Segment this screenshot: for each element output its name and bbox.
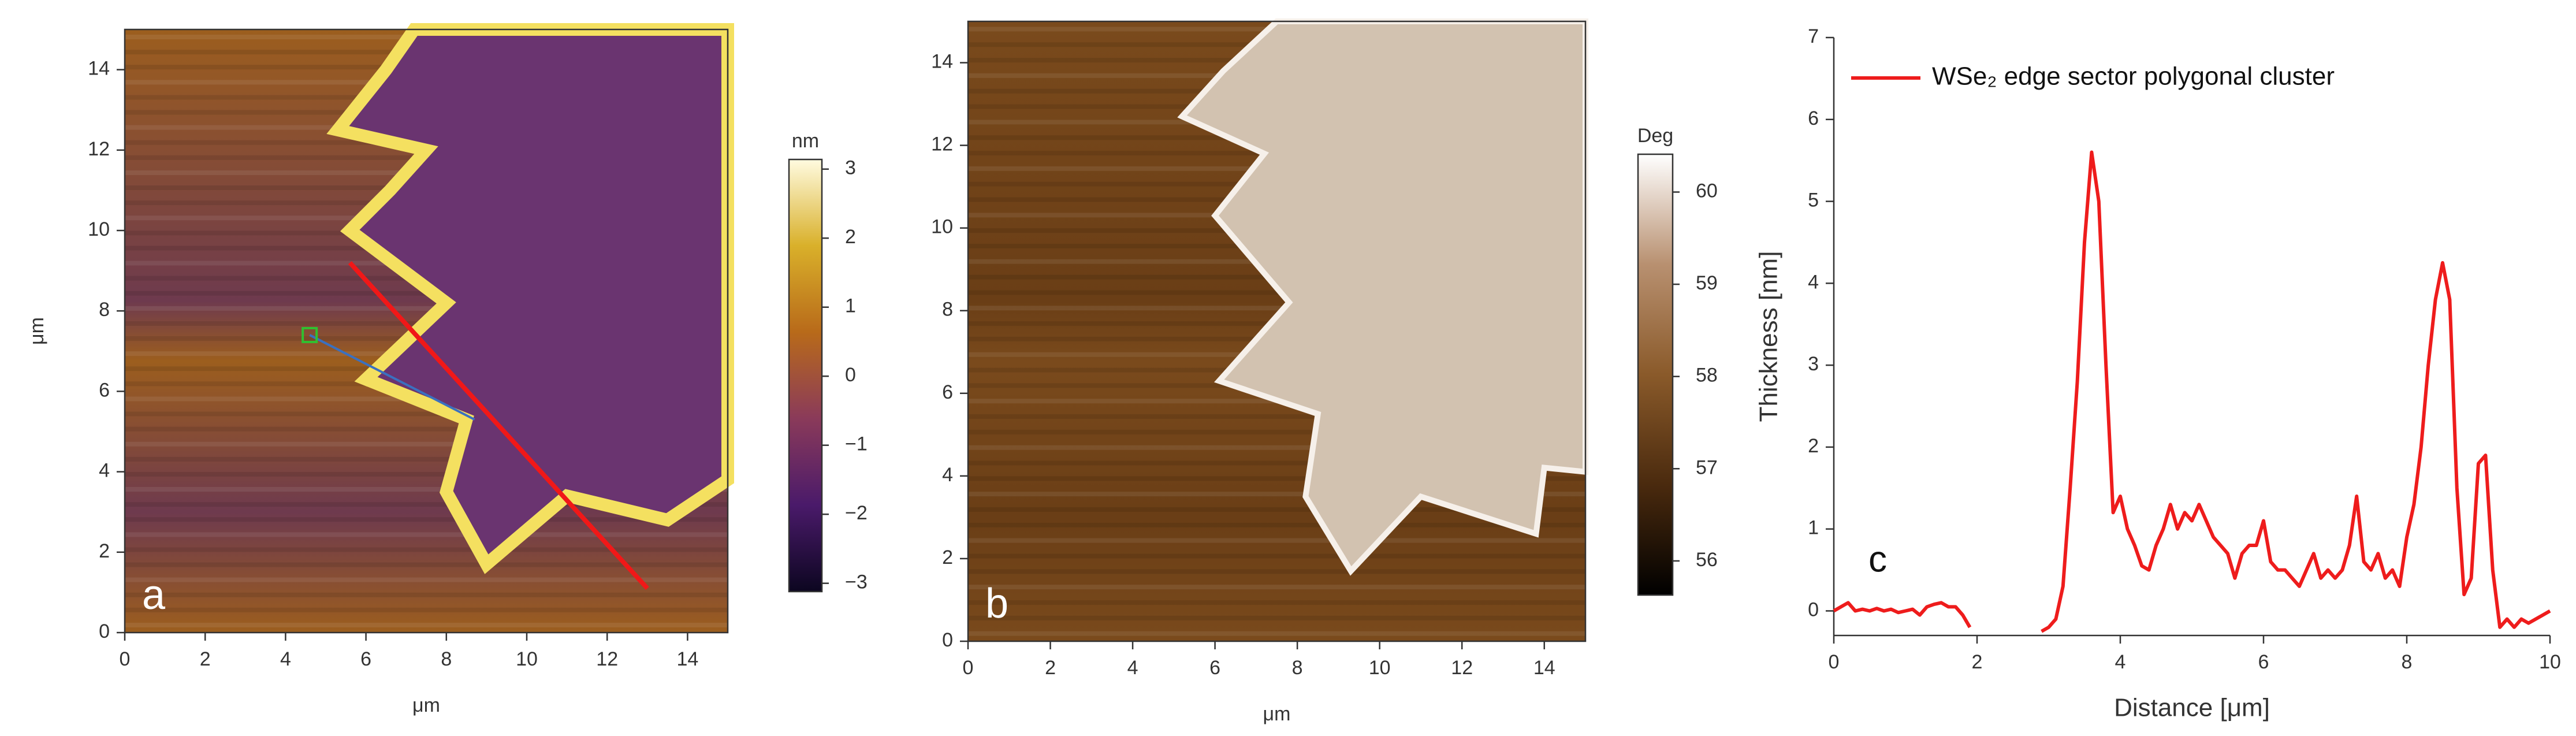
y-tick-label: 4	[99, 460, 110, 482]
x-tick-label: 10	[2539, 651, 2561, 673]
y-tick-label: 2	[99, 540, 110, 562]
x-tick-label: 12	[1451, 657, 1473, 679]
colorbar-tick-label: 58	[1696, 365, 1718, 386]
x-tick-label: 14	[676, 648, 698, 670]
colorbar-tick-label: 56	[1696, 549, 1718, 571]
colorbar	[788, 158, 823, 593]
x-tick-label: 2	[200, 648, 211, 670]
y-tick-label: 6	[942, 381, 953, 403]
x-tick-label: 4	[1127, 657, 1138, 679]
y-tick-label: 14	[931, 51, 953, 73]
x-axis-label: μm	[1263, 703, 1291, 725]
colorbar-tick-label: 0	[845, 364, 856, 386]
flake	[326, 23, 734, 574]
marker-line	[309, 334, 475, 421]
x-tick-label: 6	[1209, 657, 1220, 679]
y-tick-label: 0	[942, 629, 953, 651]
y-tick-label: 12	[88, 138, 110, 160]
y-tick-label: 10	[88, 218, 110, 240]
y-axis-label: μm	[26, 317, 48, 345]
x-tick-label: 0	[1829, 651, 1840, 673]
x-tick-label: 6	[2258, 651, 2269, 673]
colorbar	[1637, 153, 1674, 596]
x-tick-label: 12	[596, 648, 618, 670]
colorbar-title: Deg	[1637, 125, 1673, 147]
y-tick-label: 2	[942, 547, 953, 568]
x-tick-label: 0	[120, 648, 131, 670]
panel-label: a	[142, 572, 166, 618]
x-tick-label: 8	[1292, 657, 1303, 679]
y-tick-label: 8	[942, 299, 953, 321]
y-tick-label: 6	[99, 379, 110, 401]
x-axis-label: Distance [μm]	[2114, 694, 2270, 722]
x-tick-label: 10	[1369, 657, 1391, 679]
colorbar-tick-label: −3	[845, 571, 868, 593]
colorbar-tick-label: −2	[845, 502, 868, 524]
x-tick-label: 14	[1533, 657, 1555, 679]
x-tick-label: 2	[1972, 651, 1983, 673]
y-tick-label: 8	[99, 299, 110, 321]
x-tick-label: 4	[280, 648, 291, 670]
colorbar-title: nm	[792, 130, 819, 152]
y-tick-label: 0	[1808, 599, 1819, 620]
data-line	[1833, 150, 2551, 633]
colorbar-tick-label: 60	[1696, 180, 1718, 202]
colorbar-tick-label: 3	[845, 157, 856, 179]
frame	[967, 20, 1587, 642]
marker	[301, 326, 318, 343]
panel-label: c	[1868, 538, 1887, 579]
y-tick-label: 7	[1808, 25, 1819, 47]
x-tick-label: 4	[2115, 651, 2126, 673]
y-tick-label: 0	[99, 620, 110, 642]
colorbar-tick-label: 59	[1696, 272, 1718, 294]
y-tick-label: 5	[1808, 189, 1819, 211]
legend-label: WSe₂ edge sector polygonal cluster	[1932, 62, 2335, 91]
x-tick-label: 8	[2402, 651, 2413, 673]
colorbar-tick-label: 2	[845, 226, 856, 248]
colorbar-tick-label: 1	[845, 295, 856, 317]
colorbar-tick-label: −1	[845, 433, 868, 455]
y-tick-label: 4	[942, 464, 953, 486]
profile-line	[348, 261, 649, 590]
frame	[124, 28, 729, 634]
x-tick-label: 8	[441, 648, 452, 670]
y-tick-label: 14	[88, 58, 110, 80]
panel: b Deg 56 57 58 59 60 0 2 4 6 8 10 12 14 0 2 4 6 8 10 12 14 μm	[931, 18, 1718, 725]
y-tick-label: 2	[1808, 435, 1819, 457]
flake	[1177, 18, 1588, 576]
x-tick-label: 0	[963, 657, 974, 679]
y-tick-label: 12	[931, 133, 953, 155]
y-axis-label: Thickness [nm]	[1755, 251, 1783, 422]
panel: 0 2 4 6 8 10 0 1 2 3 4 5 6 7 Distance [μm] Thickness [n…	[1755, 25, 2561, 722]
x-tick-label: 10	[516, 648, 538, 670]
y-tick-label: 6	[1808, 107, 1819, 129]
panel-label: b	[985, 581, 1008, 627]
y-tick-label: 10	[931, 216, 953, 238]
colorbar-tick-label: 57	[1696, 456, 1718, 478]
x-axis-label: μm	[412, 694, 440, 716]
y-tick-label: 3	[1808, 353, 1819, 375]
y-tick-label: 4	[1808, 271, 1819, 293]
y-tick-label: 1	[1808, 517, 1819, 539]
x-tick-label: 2	[1045, 657, 1056, 679]
x-tick-label: 6	[360, 648, 371, 670]
